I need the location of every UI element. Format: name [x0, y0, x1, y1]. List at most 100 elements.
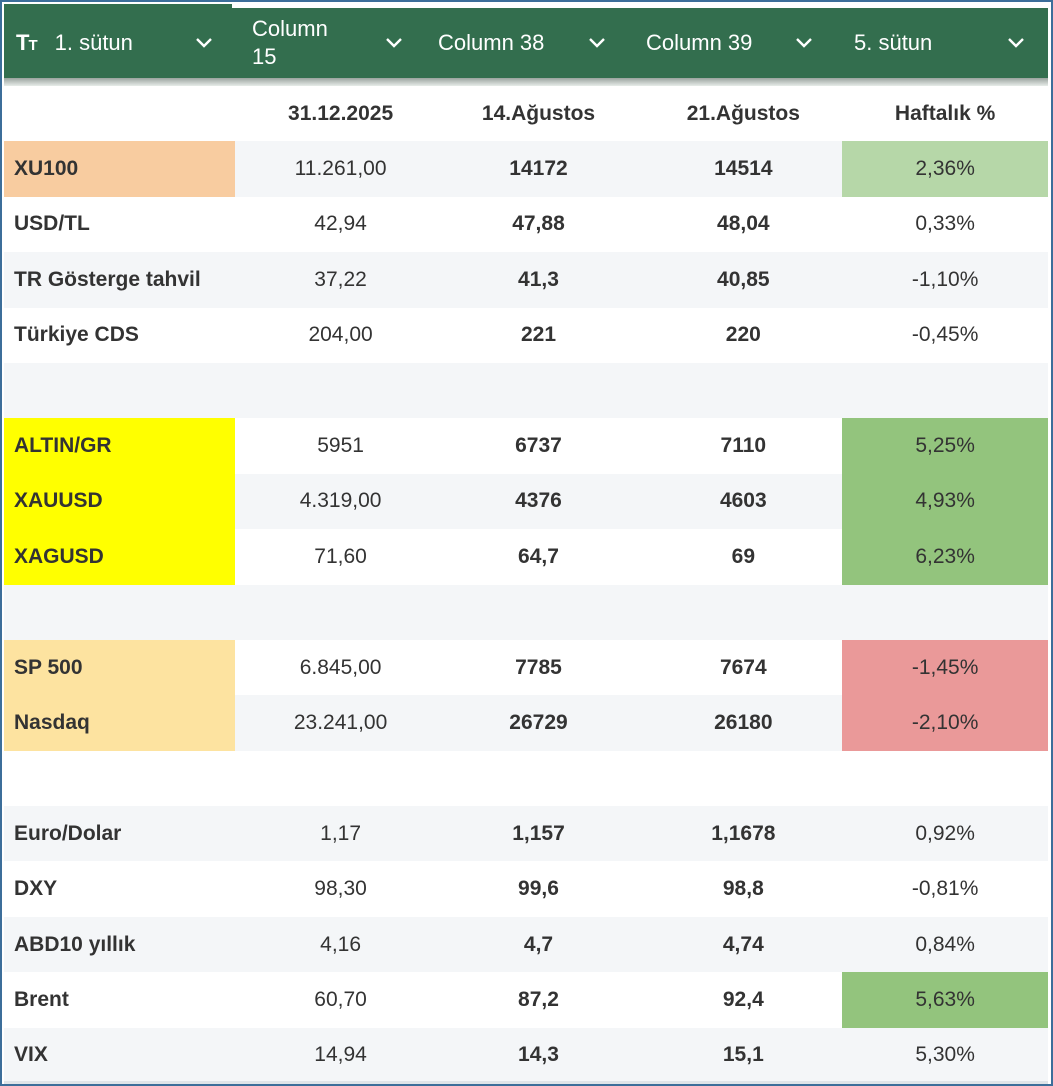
value-cell-31-12[interactable]: 4,16: [320, 932, 362, 956]
row-name-cell[interactable]: Türkiye CDS: [14, 323, 139, 347]
value-cell-21-agustos[interactable]: [644, 363, 842, 418]
header-col-5[interactable]: 5. sütun: [846, 8, 1048, 78]
value-cell-14-agustos[interactable]: 221: [520, 323, 557, 347]
value-cell-14-agustos[interactable]: 99,6: [518, 877, 559, 901]
value-cell-31-12[interactable]: 14,94: [314, 1043, 367, 1067]
row-name-cell[interactable]: DXY: [14, 877, 58, 901]
column-header-cell[interactable]: 31.12.2025: [288, 101, 394, 125]
value-cell-31-12[interactable]: 6.845,00: [299, 655, 382, 679]
weekly-pct-cell[interactable]: 0,33%: [915, 212, 975, 236]
value-cell-14-agustos[interactable]: 1,157: [512, 821, 565, 845]
weekly-pct-cell[interactable]: -0,81%: [911, 877, 979, 901]
weekly-pct-cell[interactable]: -0,45%: [911, 323, 979, 347]
value-cell-31-12[interactable]: 37,22: [314, 267, 367, 291]
chevron-down-icon[interactable]: [1006, 32, 1026, 52]
weekly-pct-cell[interactable]: 4,93%: [842, 473, 1048, 530]
row-name-cell[interactable]: [4, 585, 235, 640]
value-cell-14-agustos[interactable]: 4376: [515, 489, 562, 513]
value-cell-14-agustos[interactable]: [440, 751, 638, 806]
row-name-cell[interactable]: [4, 751, 235, 806]
value-cell-14-agustos[interactable]: 26729: [509, 710, 568, 734]
row-name-cell[interactable]: Nasdaq: [4, 695, 235, 751]
value-cell-14-agustos[interactable]: 14172: [509, 157, 568, 181]
value-cell-14-agustos[interactable]: 47,88: [512, 212, 565, 236]
weekly-pct-cell[interactable]: -2,10%: [842, 695, 1048, 751]
value-cell-31-12[interactable]: 71,60: [314, 544, 367, 568]
row-name-cell[interactable]: [4, 363, 235, 418]
value-cell-21-agustos[interactable]: 7674: [719, 655, 767, 679]
chevron-down-icon[interactable]: [794, 32, 814, 52]
value-cell-21-agustos[interactable]: [644, 585, 842, 640]
value-cell-31-12[interactable]: 23.241,00: [293, 710, 388, 734]
weekly-pct-cell[interactable]: -1,45%: [842, 639, 1048, 696]
weekly-pct-cell[interactable]: 0,84%: [915, 932, 975, 956]
weekly-pct-cell[interactable]: 5,25%: [842, 418, 1048, 474]
row-name-cell[interactable]: XU100: [4, 141, 235, 197]
row-name-cell[interactable]: VIX: [14, 1043, 48, 1067]
row-name-cell[interactable]: ALTIN/GR: [4, 418, 235, 474]
chevron-down-icon[interactable]: [194, 32, 214, 52]
weekly-pct-cell[interactable]: -1,10%: [911, 267, 979, 291]
header-col-1[interactable]: TT 1. sütun: [4, 8, 234, 78]
value-cell-21-agustos[interactable]: 40,85: [717, 267, 770, 291]
weekly-pct-cell[interactable]: [842, 363, 1048, 418]
column-header-cell[interactable]: [4, 86, 235, 141]
value-cell-21-agustos[interactable]: [644, 751, 842, 806]
row-name-cell[interactable]: Euro/Dolar: [14, 821, 122, 845]
column-header-cell[interactable]: Haftalık %: [894, 101, 996, 125]
header-col-2[interactable]: Column 15: [234, 8, 432, 78]
value-cell-21-agustos[interactable]: 4,74: [722, 932, 764, 956]
row-name-cell[interactable]: XAUUSD: [4, 473, 235, 530]
row-name-cell[interactable]: SP 500: [4, 639, 235, 696]
row-name-cell[interactable]: USD/TL: [14, 212, 90, 236]
weekly-pct-cell[interactable]: 5,63%: [842, 972, 1048, 1028]
header-col-4[interactable]: Column 39: [640, 8, 846, 78]
value-cell-14-agustos[interactable]: 41,3: [518, 267, 559, 291]
value-cell-14-agustos[interactable]: [440, 585, 638, 640]
value-cell-21-agustos[interactable]: 14514: [714, 157, 773, 181]
value-cell-31-12[interactable]: 204,00: [308, 323, 373, 347]
weekly-pct-cell[interactable]: 0,92%: [915, 821, 975, 845]
value-cell-31-12[interactable]: 1,17: [320, 821, 362, 845]
row-name-cell[interactable]: Brent: [14, 987, 69, 1011]
value-cell-31-12[interactable]: [250, 585, 432, 640]
weekly-pct-cell[interactable]: [842, 751, 1048, 806]
value-cell-21-agustos[interactable]: 92,4: [722, 987, 764, 1011]
value-cell-14-agustos[interactable]: 6737: [515, 434, 562, 458]
value-cell-21-agustos[interactable]: 15,1: [722, 1043, 764, 1067]
chevron-down-icon[interactable]: [587, 32, 607, 52]
value-cell-14-agustos[interactable]: 64,7: [518, 544, 559, 568]
column-header-cell[interactable]: 14.Ağustos: [481, 101, 596, 125]
value-cell-31-12[interactable]: 5951: [317, 434, 364, 458]
value-cell-14-agustos[interactable]: 87,2: [518, 987, 559, 1011]
row-name-cell[interactable]: ABD10 yıllık: [14, 932, 136, 956]
weekly-pct-cell[interactable]: [842, 585, 1048, 640]
value-cell-31-12[interactable]: 42,94: [314, 212, 367, 236]
row-name-cell[interactable]: XAGUSD: [4, 529, 235, 585]
value-cell-21-agustos[interactable]: 4603: [719, 489, 767, 513]
value-cell-14-agustos[interactable]: [440, 363, 638, 418]
value-cell-21-agustos[interactable]: 69: [731, 544, 755, 568]
column-header-cell[interactable]: 21.Ağustos: [686, 101, 800, 125]
weekly-pct-cell[interactable]: 2,36%: [842, 141, 1048, 197]
value-cell-31-12[interactable]: [250, 751, 432, 806]
row-name-cell[interactable]: TR Gösterge tahvil: [14, 267, 201, 291]
value-cell-31-12[interactable]: [250, 363, 432, 418]
value-cell-21-agustos[interactable]: 26180: [714, 710, 773, 734]
value-cell-14-agustos[interactable]: 14,3: [518, 1043, 559, 1067]
weekly-pct-cell[interactable]: 6,23%: [842, 529, 1048, 585]
value-cell-21-agustos[interactable]: 98,8: [722, 877, 764, 901]
value-cell-14-agustos[interactable]: 7785: [515, 655, 562, 679]
weekly-pct-cell[interactable]: 5,30%: [915, 1043, 975, 1067]
value-cell-31-12[interactable]: 4.319,00: [299, 489, 382, 513]
value-cell-14-agustos[interactable]: 4,7: [523, 932, 554, 956]
value-cell-21-agustos[interactable]: 48,04: [717, 212, 770, 236]
value-cell-21-agustos[interactable]: 220: [725, 323, 761, 347]
value-cell-21-agustos[interactable]: 1,1678: [711, 821, 776, 845]
value-cell-31-12[interactable]: 11.261,00: [294, 157, 387, 181]
value-cell-31-12[interactable]: 98,30: [314, 877, 367, 901]
value-cell-31-12[interactable]: 60,70: [314, 987, 367, 1011]
header-col-3[interactable]: Column 38: [432, 8, 640, 78]
chevron-down-icon[interactable]: [384, 32, 404, 52]
value-cell-21-agustos[interactable]: 7110: [720, 434, 767, 458]
